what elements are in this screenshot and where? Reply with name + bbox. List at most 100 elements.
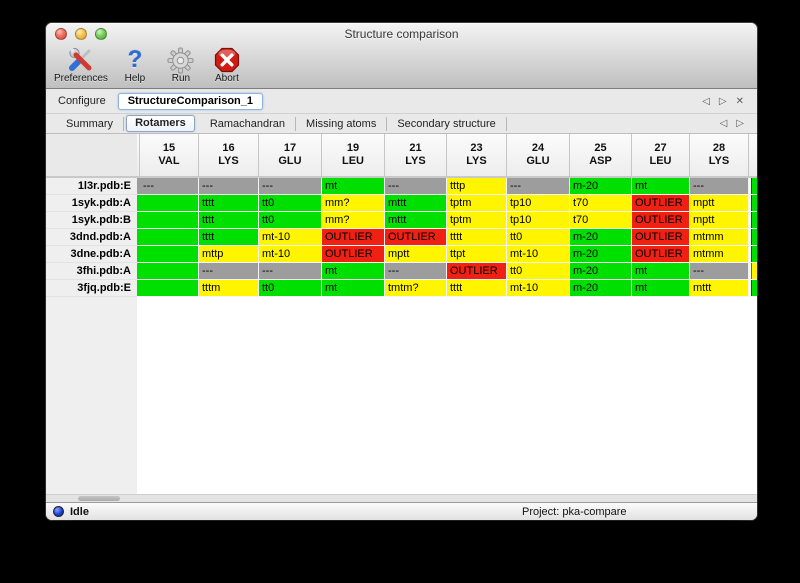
rotamer-cell[interactable]: tttt bbox=[199, 212, 259, 229]
rotamer-cell[interactable]: --- bbox=[199, 263, 259, 280]
rotamer-cell[interactable]: mm? bbox=[322, 195, 385, 212]
rotamer-cell[interactable]: mm? bbox=[322, 212, 385, 229]
rotamer-cell[interactable]: mptt bbox=[690, 195, 749, 212]
rotamer-cell[interactable]: mt bbox=[632, 280, 690, 297]
rotamer-cell[interactable]: tttt bbox=[447, 280, 507, 297]
abort-toolbar-button[interactable]: Abort bbox=[208, 47, 246, 84]
rotamer-cell[interactable]: OUTLIER bbox=[385, 229, 447, 246]
rotamer-cell[interactable]: --- bbox=[690, 263, 749, 280]
rotamer-cell[interactable]: ttpt bbox=[447, 246, 507, 263]
rotamer-cell[interactable]: tp10 bbox=[507, 212, 570, 229]
configure-name-field[interactable]: StructureComparison_1 bbox=[117, 92, 264, 110]
rotamer-cell[interactable]: tptm bbox=[447, 212, 507, 229]
rotamer-cell[interactable]: --- bbox=[385, 178, 447, 195]
row-label-3dnd-pdb-a[interactable]: 3dnd.pdb:A bbox=[46, 229, 137, 246]
horizontal-scrollbar-thumb[interactable] bbox=[78, 496, 120, 501]
close-window-button[interactable] bbox=[55, 28, 67, 40]
rotamer-cell[interactable] bbox=[140, 212, 199, 229]
rotamer-cell[interactable] bbox=[140, 246, 199, 263]
rotamer-cell[interactable] bbox=[140, 195, 199, 212]
task-forward-arrow-icon[interactable]: ▷ bbox=[718, 95, 727, 107]
rotamer-cell[interactable]: mttt bbox=[385, 195, 447, 212]
rotamer-cell[interactable]: mptt bbox=[385, 246, 447, 263]
title-bar[interactable]: Structure comparison bbox=[46, 23, 757, 45]
zoom-window-button[interactable] bbox=[95, 28, 107, 40]
rotamer-cell[interactable]: OUTLIER bbox=[447, 263, 507, 280]
rotamer-cell[interactable]: OUTLIER bbox=[632, 212, 690, 229]
row-label-1syk-pdb-a[interactable]: 1syk.pdb:A bbox=[46, 195, 137, 212]
rotamer-cell[interactable]: mttp bbox=[199, 246, 259, 263]
rotamer-cell[interactable]: OUTLIER bbox=[632, 195, 690, 212]
rotamer-cell[interactable]: t70 bbox=[570, 212, 632, 229]
row-label-3fhi-pdb-a[interactable]: 3fhi.pdb:A bbox=[46, 263, 137, 280]
rotamer-cell[interactable]: tp10 bbox=[507, 195, 570, 212]
rotamer-cell[interactable]: tmtm? bbox=[385, 280, 447, 297]
rotamer-cell[interactable]: OUTLIER bbox=[322, 246, 385, 263]
rotamer-cell[interactable] bbox=[140, 263, 199, 280]
rotamer-cell[interactable]: mtmm bbox=[690, 229, 749, 246]
rotamer-cell[interactable]: --- bbox=[199, 178, 259, 195]
row-label-1l3r-pdb-e[interactable]: 1l3r.pdb:E bbox=[46, 178, 137, 195]
rotamer-cell[interactable]: --- bbox=[140, 178, 199, 195]
horizontal-scrollbar[interactable] bbox=[46, 494, 757, 502]
rotamer-cell[interactable]: OUTLIER bbox=[632, 229, 690, 246]
rotamer-cell[interactable]: tt0 bbox=[507, 263, 570, 280]
rotamer-cell[interactable]: mt bbox=[322, 280, 385, 297]
rotamer-cell[interactable] bbox=[140, 229, 199, 246]
row-label-3fjq-pdb-e[interactable]: 3fjq.pdb:E bbox=[46, 280, 137, 297]
rotamer-cell[interactable]: m-20 bbox=[570, 280, 632, 297]
table-viewport-background bbox=[137, 297, 757, 494]
help-toolbar-button[interactable]: ? Help bbox=[116, 47, 154, 85]
rotamer-cell[interactable]: m-20 bbox=[570, 229, 632, 246]
rotamer-cell[interactable]: --- bbox=[259, 263, 322, 280]
rotamer-cell[interactable]: tttt bbox=[199, 229, 259, 246]
rotamer-cell[interactable]: tt0 bbox=[259, 280, 322, 297]
rotamer-cell[interactable]: tt0 bbox=[507, 229, 570, 246]
rotamer-cell[interactable]: mttt bbox=[690, 280, 749, 297]
rotamer-cell[interactable]: tttm bbox=[199, 280, 259, 297]
rotamer-cell[interactable]: tttt bbox=[199, 195, 259, 212]
rotamer-cell[interactable] bbox=[140, 280, 199, 297]
tabs-back-arrow-icon[interactable]: ◁ bbox=[719, 118, 728, 129]
rotamer-cell[interactable]: mt-10 bbox=[259, 246, 322, 263]
residue-name: LYS bbox=[218, 155, 239, 167]
rotamer-cell[interactable]: mt bbox=[322, 263, 385, 280]
run-toolbar-button[interactable]: Run bbox=[162, 46, 200, 84]
rotamer-cell[interactable]: mt bbox=[632, 263, 690, 280]
rotamer-cell[interactable]: mttt bbox=[385, 212, 447, 229]
rotamer-cell[interactable]: OUTLIER bbox=[322, 229, 385, 246]
rotamer-cell[interactable]: --- bbox=[507, 178, 570, 195]
rotamer-cell[interactable]: OUTLIER bbox=[632, 246, 690, 263]
row-label-3dne-pdb-a[interactable]: 3dne.pdb:A bbox=[46, 246, 137, 263]
rotamer-cell[interactable]: mptt bbox=[690, 212, 749, 229]
task-back-arrow-icon[interactable]: ◁ bbox=[702, 95, 710, 107]
tabs-forward-arrow-icon[interactable]: ▷ bbox=[736, 118, 744, 129]
task-close-icon[interactable]: ✕ bbox=[735, 95, 744, 107]
rotamer-cell[interactable]: m-20 bbox=[570, 263, 632, 280]
tab-secondary-structure[interactable]: Secondary structure bbox=[387, 116, 507, 131]
minimize-window-button[interactable] bbox=[75, 28, 87, 40]
rotamer-cell[interactable]: mt bbox=[322, 178, 385, 195]
rotamer-cell[interactable]: tptm bbox=[447, 195, 507, 212]
rotamer-cell[interactable]: t70 bbox=[570, 195, 632, 212]
rotamer-cell[interactable]: tt0 bbox=[259, 212, 322, 229]
rotamer-cell[interactable]: mt-10 bbox=[507, 280, 570, 297]
rotamer-cell[interactable]: m-20 bbox=[570, 178, 632, 195]
rotamer-cell[interactable]: mt-10 bbox=[259, 229, 322, 246]
rotamer-cell[interactable]: mt-10 bbox=[507, 246, 570, 263]
rotamer-cell[interactable]: mt bbox=[632, 178, 690, 195]
rotamer-cell[interactable]: --- bbox=[259, 178, 322, 195]
rotamer-cell[interactable]: tttp bbox=[447, 178, 507, 195]
tab-missing-atoms[interactable]: Missing atoms bbox=[296, 116, 388, 131]
tab-ramachandran[interactable]: Ramachandran bbox=[200, 116, 297, 131]
rotamer-cell[interactable]: m-20 bbox=[570, 246, 632, 263]
rotamer-cell[interactable]: mtmm bbox=[690, 246, 749, 263]
rotamer-cell[interactable]: tttt bbox=[447, 229, 507, 246]
rotamer-cell[interactable]: --- bbox=[385, 263, 447, 280]
rotamer-cell[interactable]: tt0 bbox=[259, 195, 322, 212]
tab-summary[interactable]: Summary bbox=[56, 116, 125, 131]
preferences-toolbar-button[interactable]: Preferences bbox=[54, 47, 108, 84]
tab-rotamers[interactable]: Rotamers bbox=[126, 115, 195, 132]
row-label-1syk-pdb-b[interactable]: 1syk.pdb:B bbox=[46, 212, 137, 229]
rotamer-cell[interactable]: --- bbox=[690, 178, 749, 195]
